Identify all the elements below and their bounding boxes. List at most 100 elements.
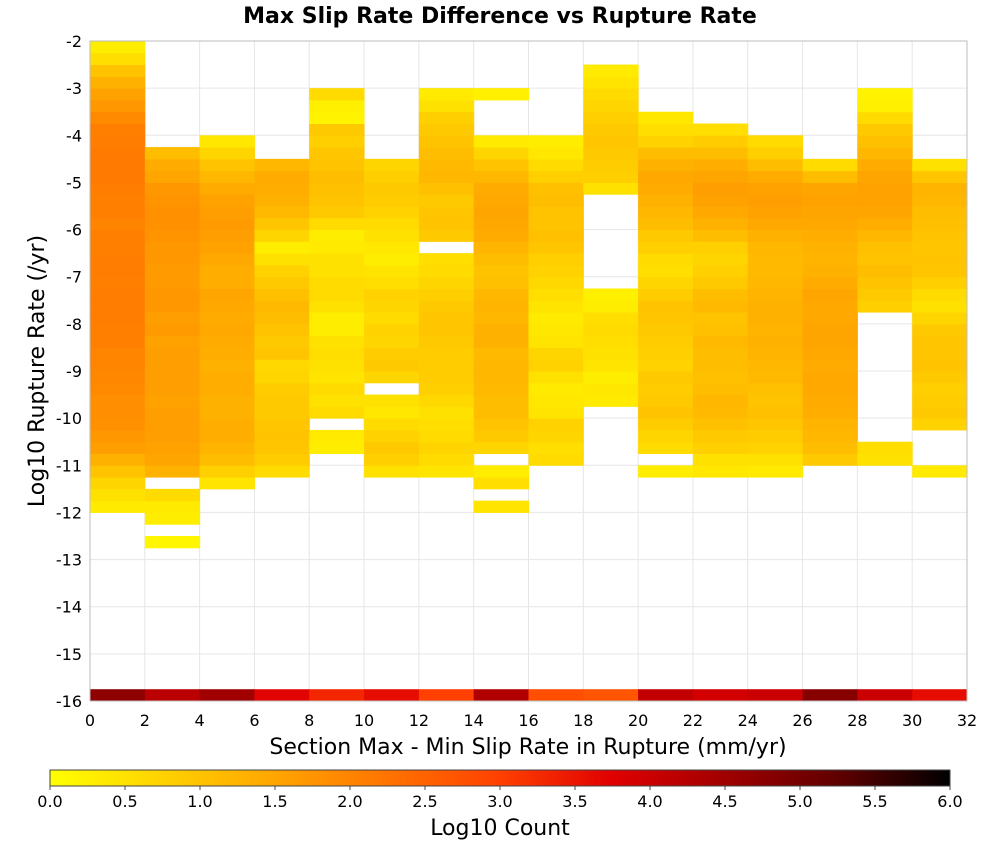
- heatmap-cell: [90, 64, 146, 77]
- heatmap-cell: [692, 182, 749, 195]
- heatmap-cell: [583, 158, 639, 172]
- heatmap-cell: [199, 158, 255, 172]
- heatmap-cell: [90, 477, 146, 490]
- heatmap-cell: [199, 276, 255, 289]
- x-tick-label: 30: [902, 711, 922, 730]
- heatmap-cell: [473, 500, 529, 513]
- heatmap-cell: [692, 206, 749, 219]
- heatmap-cell: [144, 488, 201, 502]
- heatmap-cell: [144, 453, 201, 466]
- heatmap-cell: [638, 406, 694, 419]
- heatmap-cell: [418, 194, 475, 207]
- x-tick-label: 28: [847, 711, 867, 730]
- heatmap-cell: [528, 288, 584, 301]
- heatmap-cell: [90, 371, 146, 384]
- heatmap-cell: [254, 453, 310, 466]
- heatmap-cell: [802, 394, 858, 407]
- heatmap-cell: [90, 347, 146, 360]
- heatmap-cell: [254, 465, 310, 478]
- heatmap-cell: [528, 359, 584, 372]
- heatmap-cell: [418, 429, 475, 443]
- heatmap-cell: [692, 453, 749, 466]
- heatmap-cell: [309, 135, 365, 148]
- heatmap-cell: [418, 453, 475, 466]
- heatmap-cell: [309, 441, 365, 454]
- heatmap-cell: [802, 194, 858, 207]
- heatmap-cell: [638, 170, 694, 183]
- heatmap-cell: [199, 347, 255, 360]
- heatmap-cell: [199, 429, 255, 443]
- heatmap-cell: [364, 253, 420, 266]
- heatmap-cell: [90, 52, 146, 66]
- heatmap-cell: [912, 206, 968, 219]
- heatmap-cell: [638, 394, 694, 407]
- heatmap-cell: [254, 312, 310, 325]
- heatmap-cell: [418, 135, 475, 148]
- heatmap-cell: [528, 170, 584, 183]
- y-axis-label: Log10 Rupture Rate (/yr): [25, 235, 50, 507]
- heatmap-cell: [144, 323, 201, 337]
- heatmap-cell: [747, 465, 804, 478]
- heatmap-cell: [199, 371, 255, 384]
- heatmap-cell: [912, 217, 968, 231]
- heatmap-cell: [638, 158, 694, 172]
- heatmap-cell: [912, 158, 968, 172]
- heatmap-cell: [199, 135, 255, 148]
- heatmap-cell: [199, 288, 255, 301]
- heatmap-cell: [802, 217, 858, 231]
- heatmap-cell: [692, 371, 749, 384]
- heatmap-cell: [254, 689, 310, 701]
- heatmap-cell: [528, 276, 584, 289]
- heatmap-cell: [309, 288, 365, 301]
- heatmap-cell: [90, 406, 146, 419]
- heatmap-cell: [90, 500, 146, 513]
- heatmap-cell: [254, 264, 310, 278]
- heatmap-cell: [144, 206, 201, 219]
- y-axis-ticks: -16 -15 -14 -13 -12 -11 -10 -9 -8 -7 -6 -5 -4 -3 -2: [56, 32, 82, 711]
- heatmap-cell: [857, 689, 913, 701]
- heatmap-cell: [857, 135, 913, 148]
- heatmap-cell: [473, 418, 529, 431]
- heatmap-cell: [583, 312, 639, 325]
- heatmap-cell: [638, 429, 694, 443]
- x-tick-label: 26: [792, 711, 812, 730]
- x-tick-label: 0: [85, 711, 95, 730]
- heatmap-cell: [912, 406, 968, 419]
- chart-title: Max Slip Rate Difference vs Rupture Rate: [243, 4, 757, 29]
- heatmap-cell: [747, 135, 804, 148]
- heatmap-cell: [90, 288, 146, 301]
- heatmap-cell: [144, 147, 201, 160]
- heatmap-cell: [473, 359, 529, 372]
- heatmap-cell: [692, 241, 749, 254]
- heatmap-cell: [254, 323, 310, 337]
- heatmap-cell: [90, 111, 146, 124]
- heatmap-cell: [583, 135, 639, 148]
- heatmap-cell: [638, 217, 694, 231]
- heatmap-cell: [473, 288, 529, 301]
- heatmap-cell: [473, 312, 529, 325]
- heatmap-cell: [254, 206, 310, 219]
- heatmap-cell: [802, 406, 858, 419]
- heatmap-cell: [473, 276, 529, 289]
- heatmap-cell: [747, 429, 804, 443]
- heatmap-cell: [309, 182, 365, 195]
- heatmap-cell: [418, 382, 475, 396]
- heatmap-cell: [528, 394, 584, 407]
- heatmap-cell: [747, 194, 804, 207]
- heatmap-cell: [144, 312, 201, 325]
- heatmap-cell: [692, 347, 749, 360]
- heatmap-cell: [364, 182, 420, 195]
- heatmap-cell: [528, 347, 584, 360]
- heatmap-cell: [364, 170, 420, 183]
- heatmap-cell: [638, 135, 694, 148]
- colorbar-tick-label: 5.5: [862, 792, 887, 811]
- heatmap-cell: [309, 406, 365, 419]
- heatmap-cell: [473, 477, 529, 490]
- heatmap-cell: [692, 394, 749, 407]
- heatmap-cell: [473, 147, 529, 160]
- heatmap-cell: [912, 288, 968, 301]
- heatmap-cell: [583, 123, 639, 136]
- heatmap-cell: [90, 394, 146, 407]
- heatmap-cell: [857, 288, 913, 301]
- heatmap-cell: [309, 264, 365, 278]
